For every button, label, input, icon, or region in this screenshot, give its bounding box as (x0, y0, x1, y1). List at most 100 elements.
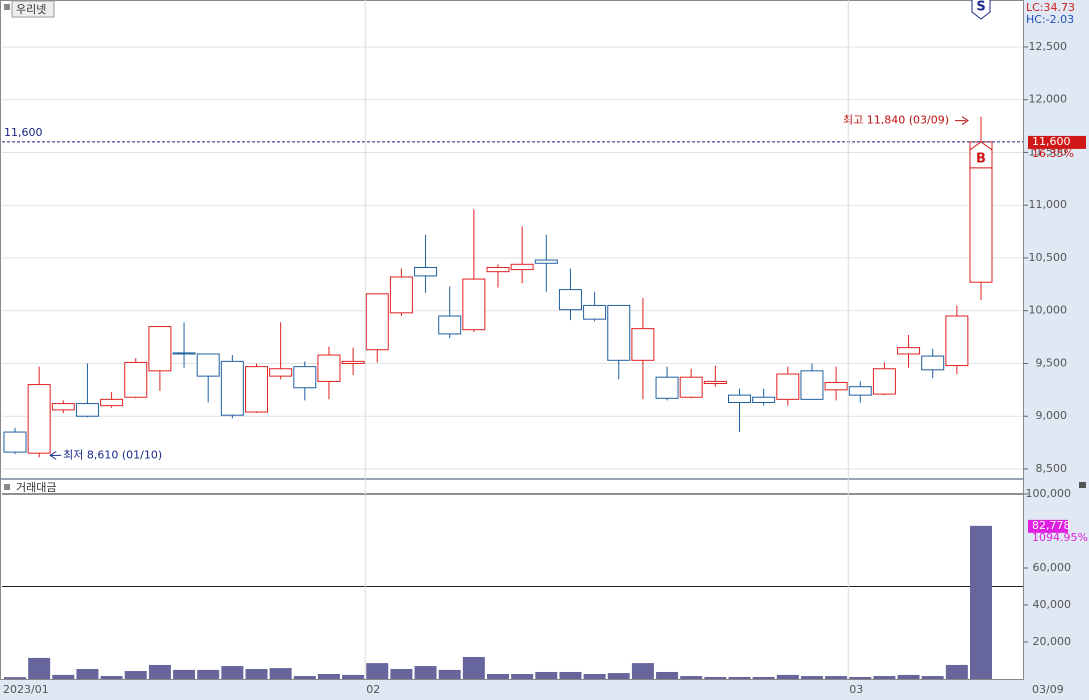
candle-body (100, 398, 124, 407)
change-label: 16.35% (1032, 147, 1074, 160)
bar (921, 676, 944, 679)
bar (462, 656, 485, 679)
y-tick-label: 9,500 (1036, 356, 1068, 369)
candle-body (824, 381, 848, 391)
bar (438, 669, 461, 679)
last-price-left-label: 11,600 (4, 126, 43, 139)
bar (487, 674, 509, 679)
bar (414, 666, 437, 679)
candle-body (945, 315, 969, 367)
candle-body (486, 266, 510, 273)
last-value-tag (1028, 519, 1068, 533)
candle-body (341, 360, 365, 364)
bar (245, 669, 268, 679)
x-tick-label: 2023/01 (3, 683, 49, 696)
candle-body (148, 326, 172, 372)
x-tick-label: 03 (849, 683, 863, 696)
x-tick-label: 03/09 (1032, 683, 1064, 696)
y-tick-label: 10,000 (1029, 304, 1068, 317)
indicator-lc: LC:34.73 (1026, 1, 1075, 14)
bar (28, 657, 51, 679)
price-title: 우리넷 (16, 3, 46, 16)
low-arrow (49, 450, 62, 460)
change-label: 1094.95% (1032, 531, 1088, 544)
candle-body (655, 376, 679, 399)
bar (4, 677, 26, 679)
bar (173, 669, 196, 679)
candle-body (510, 263, 534, 271)
last-price-tag-label: 11,600 (1032, 135, 1071, 148)
bar (656, 671, 679, 679)
candle-body (293, 366, 317, 389)
volume-title: 거래대금 (16, 481, 56, 494)
buy-signal-marker (969, 141, 993, 169)
candle-body (462, 278, 486, 331)
y-tick-label: 12,000 (1029, 93, 1068, 106)
high-arrow (955, 116, 969, 126)
y-tick-label: 100,000 (1026, 487, 1072, 500)
candle-body (607, 304, 631, 361)
bar (342, 674, 365, 679)
sell-signal: S (976, 0, 985, 15)
bar (631, 663, 654, 679)
bar (366, 663, 389, 679)
bar (317, 674, 340, 679)
candle-body (583, 304, 607, 320)
candle-body (872, 368, 896, 395)
last-value-tag-label: 82,778 (1032, 519, 1071, 532)
indicator-hc: HC:-2.03 (1026, 13, 1074, 26)
low-annotation: 최저 8,610 (01/10) (63, 448, 162, 461)
bar (800, 676, 823, 679)
candle-body (558, 289, 582, 311)
candle-body (389, 276, 413, 314)
bar (197, 669, 220, 679)
bar (583, 674, 606, 679)
y-tick-label: 60,000 (1033, 561, 1072, 574)
y-tick-label: 12,500 (1029, 40, 1068, 53)
candle-body (3, 431, 27, 453)
y-tick-label: 8,500 (1036, 462, 1068, 475)
sell-signal-marker (971, 0, 991, 20)
candle-body (752, 396, 776, 404)
y-tick-label: 10,500 (1029, 251, 1068, 264)
candle-body (414, 266, 438, 277)
candle-body (317, 354, 341, 382)
panel-separator (0, 478, 1024, 480)
candle-body (245, 366, 268, 413)
candle-body (897, 347, 921, 355)
panel-icon (4, 4, 10, 10)
bar (221, 666, 244, 679)
bar (752, 676, 775, 679)
bar (970, 525, 992, 679)
candle-body (27, 384, 51, 454)
bar (825, 676, 848, 679)
bar (849, 676, 872, 679)
candle-body (438, 315, 462, 335)
y-tick-label: 9,000 (1036, 409, 1068, 422)
bar (559, 671, 582, 679)
x-tick-label: 02 (366, 683, 380, 696)
bar (269, 668, 292, 679)
bar (293, 676, 316, 679)
candle-body (172, 352, 196, 355)
right-axis-bg (1024, 0, 1089, 700)
last-price-tag (1028, 135, 1086, 149)
bar (680, 676, 703, 679)
y-tick-label: 11,000 (1029, 198, 1068, 211)
candle-body (124, 361, 148, 398)
candle-body (703, 380, 727, 385)
candle-body (679, 376, 703, 398)
candle-body (220, 360, 244, 416)
title-box (11, 0, 55, 18)
candle-body (75, 403, 99, 417)
bar (704, 676, 727, 679)
bar (607, 673, 630, 679)
candle-body (534, 259, 558, 264)
panel-close[interactable] (1079, 482, 1086, 488)
bar (728, 676, 751, 679)
candle-body (800, 370, 824, 400)
plot-frame (0, 0, 1024, 680)
candle-body (196, 353, 220, 377)
bar (897, 674, 920, 679)
